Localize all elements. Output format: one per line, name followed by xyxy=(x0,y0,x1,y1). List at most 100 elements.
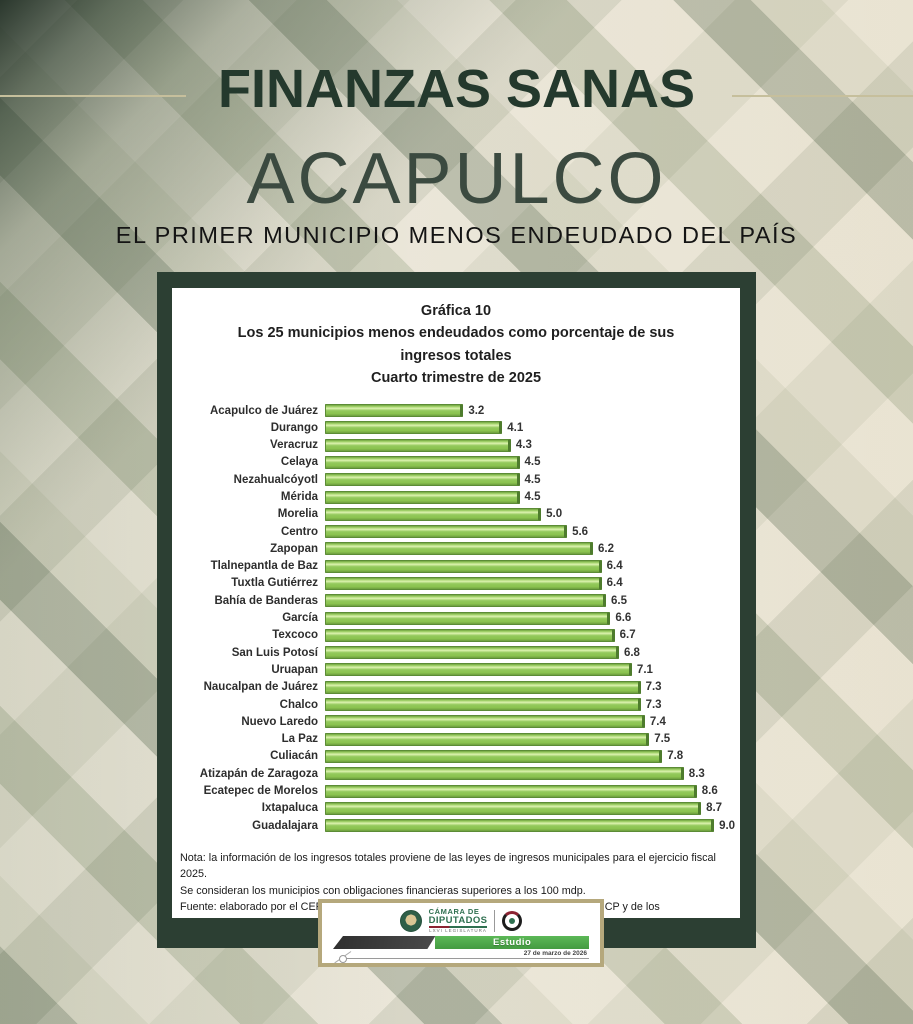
bar-label: Naucalpan de Juárez xyxy=(203,681,318,694)
bar xyxy=(325,801,702,815)
bar-label: García xyxy=(282,612,318,625)
bar-area: 6.4 xyxy=(325,576,740,590)
bar-area: 7.4 xyxy=(325,715,740,729)
bar-area: 6.4 xyxy=(325,559,740,573)
bar-label: Culiacán xyxy=(270,750,318,763)
page-subtitle: EL PRIMER MUNICIPIO MENOS ENDEUDADO DEL … xyxy=(115,222,798,248)
bar-row: Acapulco de Juárez 3.2 xyxy=(176,402,740,419)
bar-label: Atizapán de Zaragoza xyxy=(199,767,318,780)
bar-value: 6.7 xyxy=(619,629,636,642)
bar-row: Chalco 7.3 xyxy=(176,696,740,713)
bar-value: 8.6 xyxy=(701,785,718,798)
bar-label: Durango xyxy=(270,421,318,434)
bar xyxy=(325,421,503,435)
banner-timeline: 27 de marzo de 2026 xyxy=(333,950,589,964)
bar-row: Mérida 4.5 xyxy=(176,488,740,505)
bar-label: Zapopan xyxy=(270,542,318,555)
banner-strip: Estudio xyxy=(333,936,589,949)
bar-value: 7.3 xyxy=(645,681,662,694)
bar xyxy=(325,819,715,833)
bar-row: Atizapán de Zaragoza 8.3 xyxy=(176,765,740,782)
bar xyxy=(325,646,619,660)
bar-row: Texcoco 6.7 xyxy=(176,627,740,644)
bar-label: Tuxtla Gutiérrez xyxy=(231,577,318,590)
bar-label: Nuevo Laredo xyxy=(241,715,318,728)
bar-area: 8.6 xyxy=(325,784,740,798)
bar xyxy=(325,473,520,487)
bar-row: Zapopan 6.2 xyxy=(176,540,740,557)
bar-area: 7.1 xyxy=(325,663,740,677)
bar-row: Ecatepec de Morelos 8.6 xyxy=(176,782,740,799)
bar-label: Veracruz xyxy=(270,439,318,452)
chart-note-line2: Se consideran los municipios con obligac… xyxy=(180,884,586,897)
chart-card: Gráfica 10 Los 25 municipios menos endeu… xyxy=(157,272,756,948)
bar-label: Morelia xyxy=(277,508,318,521)
bar-area: 7.3 xyxy=(325,698,740,712)
bar-area: 6.5 xyxy=(325,594,740,608)
bar-value: 7.4 xyxy=(649,715,666,728)
bar xyxy=(325,438,511,452)
bar-value: 6.4 xyxy=(606,577,623,590)
bar-value: 4.5 xyxy=(524,473,541,486)
org-line2: DIPUTADOS xyxy=(428,914,488,926)
bar xyxy=(325,611,611,625)
bar-row: San Luis Potosí 6.8 xyxy=(176,644,740,661)
bar-area: 7.5 xyxy=(325,732,740,746)
bar-area: 8.7 xyxy=(325,801,740,815)
bar-area: 6.6 xyxy=(325,611,740,625)
bar-row: Nuevo Laredo 7.4 xyxy=(176,713,740,730)
bar xyxy=(325,732,650,746)
bar-area: 4.5 xyxy=(325,473,740,487)
bar-label: Acapulco de Juárez xyxy=(209,404,318,417)
bar-value: 6.4 xyxy=(606,560,623,573)
bar-area: 4.5 xyxy=(325,490,740,504)
bar-label: Chalco xyxy=(279,698,318,711)
bar xyxy=(325,404,464,418)
bar xyxy=(325,576,602,590)
bar xyxy=(325,559,602,573)
bar-value: 7.5 xyxy=(654,733,671,746)
bar-value: 3.2 xyxy=(468,404,485,417)
org-line1: CÁMARA DE xyxy=(428,907,480,917)
bar-row: Culiacán 7.8 xyxy=(176,748,740,765)
bar-label: Bahía de Banderas xyxy=(214,594,318,607)
camara-diputados-seal-icon xyxy=(399,910,422,932)
bar xyxy=(325,715,645,729)
banner-date: 27 de marzo de 2026 xyxy=(523,950,587,957)
bar-label: San Luis Potosí xyxy=(231,646,318,659)
bar xyxy=(325,507,542,521)
camara-diputados-wordmark: CÁMARA DE DIPUTADOS LXVI LEGISLATURA xyxy=(428,907,488,934)
banner-logos: CÁMARA DE DIPUTADOS LXVI LEGISLATURA xyxy=(330,907,592,935)
bar-value: 7.8 xyxy=(667,750,684,763)
bar-value: 4.1 xyxy=(507,421,524,434)
logo-divider xyxy=(494,910,496,932)
bar-area: 5.6 xyxy=(325,525,740,539)
banner-tag: Estudio xyxy=(435,936,589,949)
bar-row: García 6.6 xyxy=(176,609,740,626)
bar xyxy=(325,525,568,539)
cefp-monogram-dot xyxy=(509,918,516,924)
bar-row: Morelia 5.0 xyxy=(176,506,740,523)
bar-value: 6.6 xyxy=(615,612,632,625)
org-flag-bars xyxy=(428,926,488,929)
bar-row: Celaya 4.5 xyxy=(176,454,740,471)
cefp-monogram-icon xyxy=(502,911,523,931)
bar-row: Tlalnepantla de Baz 6.4 xyxy=(176,558,740,575)
bar-area: 4.3 xyxy=(325,438,740,452)
bar-area: 9.0 xyxy=(325,819,740,833)
bar-row: Durango 4.1 xyxy=(176,419,740,436)
bar-area: 3.2 xyxy=(325,404,740,418)
bar-value: 6.8 xyxy=(623,646,640,659)
bar-row: Naucalpan de Juárez 7.3 xyxy=(176,679,740,696)
bar-value: 7.3 xyxy=(645,698,662,711)
bar-area: 6.8 xyxy=(325,646,740,660)
bar-label: La Paz xyxy=(281,733,318,746)
bar-value: 4.5 xyxy=(524,456,541,469)
bar-area: 8.3 xyxy=(325,767,740,781)
bar xyxy=(325,767,684,781)
header-divider-left xyxy=(0,95,186,97)
banner-strip-dark-segment xyxy=(333,936,435,949)
bar-label: Tlalnepantla de Baz xyxy=(210,560,318,573)
bar-value: 5.0 xyxy=(546,508,563,521)
chart-title-line2: Los 25 municipios menos endeudados como … xyxy=(237,325,675,364)
